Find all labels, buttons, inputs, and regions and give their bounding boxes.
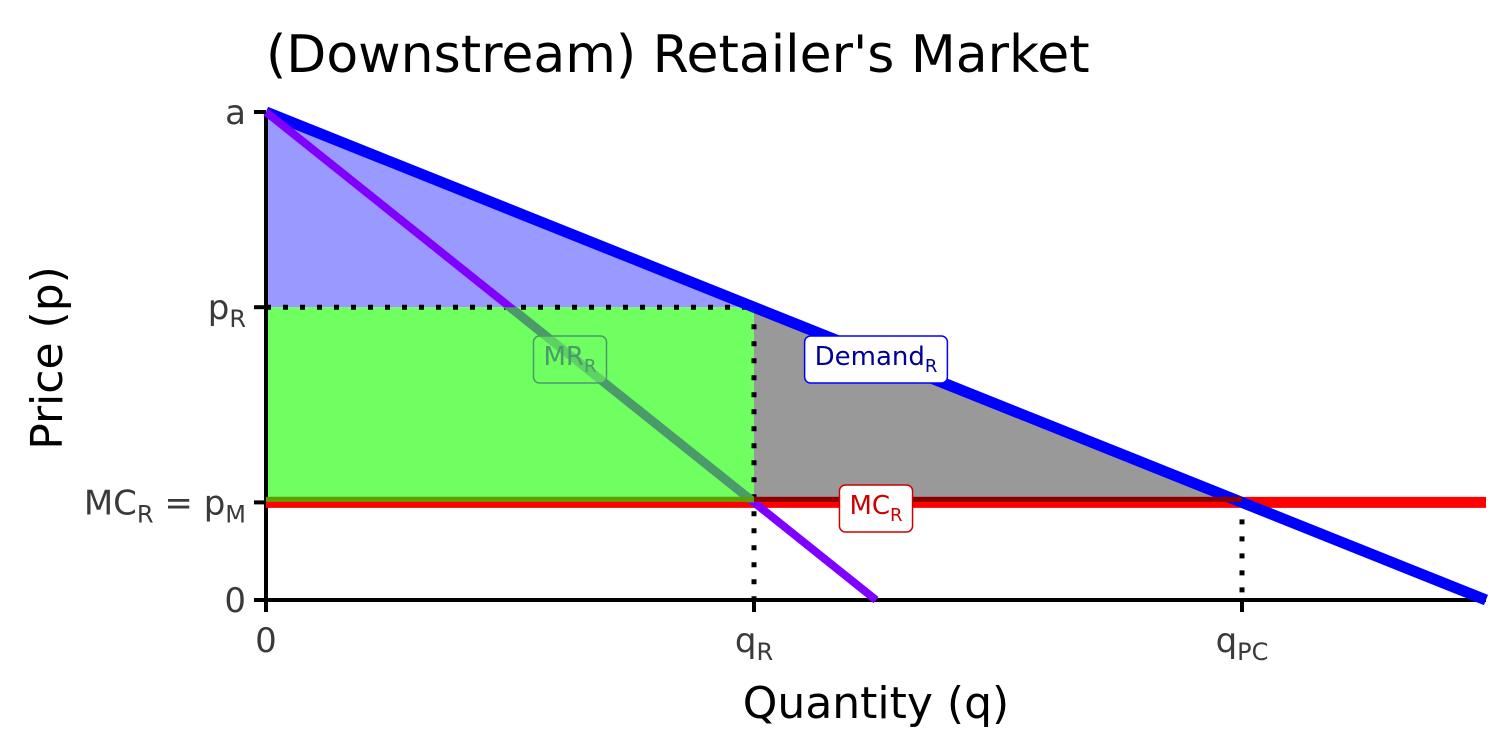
chart-title: (Downstream) Retailer's Market xyxy=(266,25,1090,85)
demand-label: DemandR xyxy=(803,335,949,384)
y-tick-label: pR xyxy=(208,288,246,333)
svg-text:MRR: MRR xyxy=(543,342,596,377)
svg-text:DemandR: DemandR xyxy=(815,342,938,377)
x-tick-label: 0 xyxy=(255,621,277,661)
svg-text:MCR: MCR xyxy=(849,491,902,526)
y-tick-label: 0 xyxy=(224,581,246,621)
mc-label: MCR xyxy=(838,484,914,533)
y-tick-label: MCR = pM xyxy=(84,483,246,528)
curve-labels: DemandR MRR MCR xyxy=(532,335,949,533)
mr-label: MRR xyxy=(532,335,608,384)
y-ticks: 0 MCR = pM pR a xyxy=(84,93,266,621)
x-tick-label: qPC xyxy=(1216,621,1269,666)
y-axis-title: Price (p) xyxy=(22,266,73,450)
y-tick-label: a xyxy=(225,93,246,133)
producer-surplus-region xyxy=(266,307,754,503)
x-ticks: 0 qR qPC xyxy=(255,600,1268,666)
x-tick-label: qR xyxy=(735,621,773,666)
x-axis-title: Quantity (q) xyxy=(743,678,1009,729)
